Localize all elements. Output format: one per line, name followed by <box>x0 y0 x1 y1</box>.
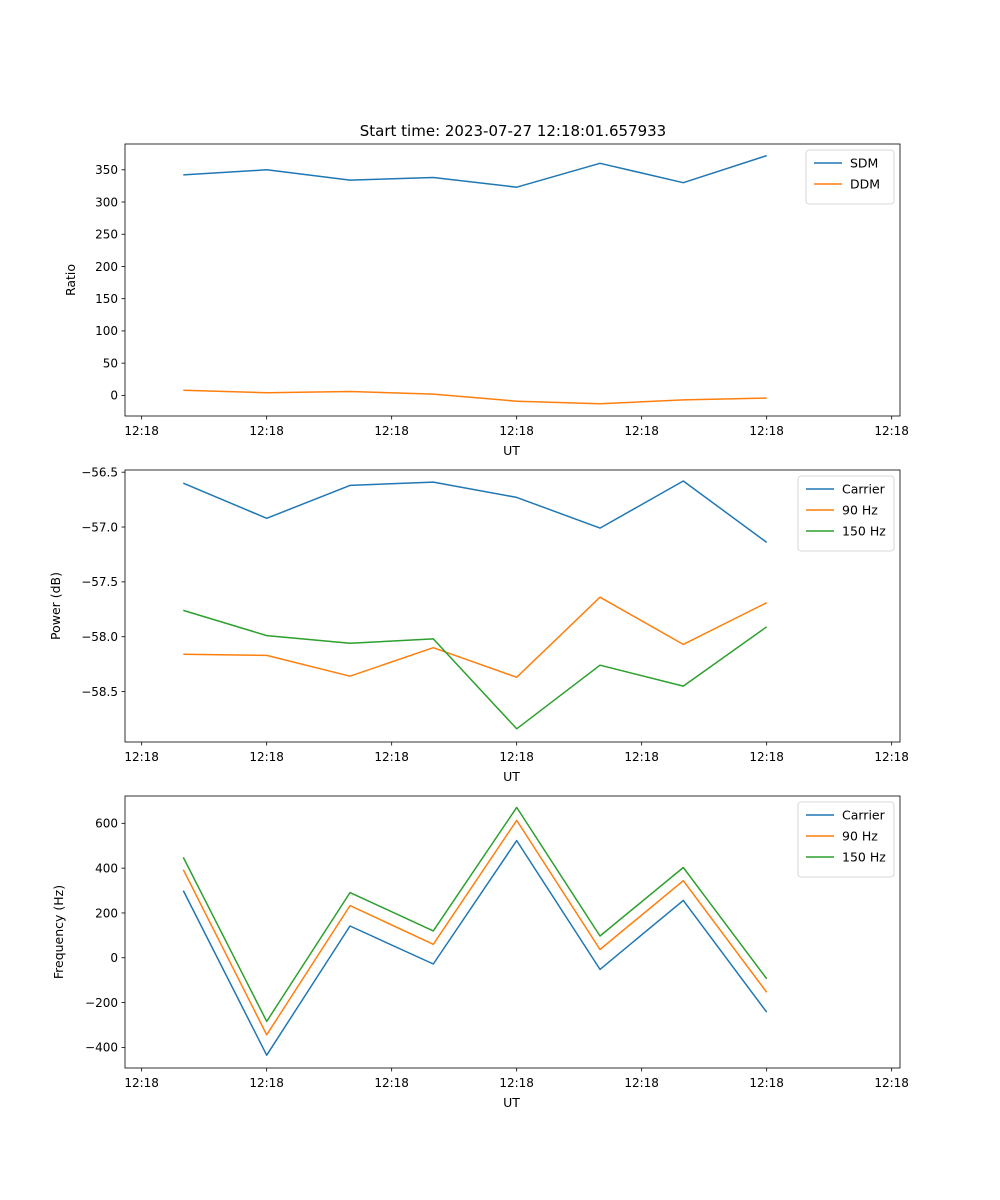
y-tick-label: 350 <box>95 163 118 177</box>
series-line-90-hz <box>182 819 768 1036</box>
chart-1: 12:18 12:18 12:18 12:18 12:18 12:18 12:18 0 50 10… <box>63 143 909 458</box>
y-tick-label: 300 <box>95 195 118 209</box>
x-tick-label: 12:18 <box>624 424 659 438</box>
x-tick-label: 12:18 <box>874 1076 909 1090</box>
legend-box <box>797 801 895 878</box>
x-tick-label: 12:18 <box>124 750 159 764</box>
axes-frame <box>124 143 901 417</box>
y-tick-label: −57.5 <box>81 575 118 589</box>
x-tick-label: 12:18 <box>374 750 409 764</box>
y-tick-label: −400 <box>85 1041 118 1055</box>
x-tick-label: 12:18 <box>124 1076 159 1090</box>
y-tick-label: 100 <box>95 324 118 338</box>
x-tick-label: 12:18 <box>374 1076 409 1090</box>
x-tick-label: 12:18 <box>499 750 534 764</box>
figure-title: Start time: 2023-07-27 12:18:01.657933 <box>360 122 666 140</box>
y-axis-label: Frequency (Hz) <box>51 885 66 979</box>
x-tick-label: 12:18 <box>124 424 159 438</box>
x-tick-label: 12:18 <box>249 1076 284 1090</box>
y-tick-label: 50 <box>103 356 118 370</box>
x-tick-label: 12:18 <box>499 424 534 438</box>
charts-container: 12:18 12:18 12:18 12:18 12:18 12:18 12:18 0 50 10… <box>48 143 909 1110</box>
x-tick-label: 12:18 <box>749 424 784 438</box>
axes-frame <box>124 795 901 1069</box>
x-tick-label: 12:18 <box>249 750 284 764</box>
x-tick-label: 12:18 <box>874 750 909 764</box>
y-tick-label: 600 <box>95 817 118 831</box>
y-axis-label: Power (dB) <box>48 572 63 640</box>
y-tick-label: 200 <box>95 906 118 920</box>
y-tick-label: 250 <box>95 228 118 242</box>
legend-label-sdm: SDM <box>850 156 878 171</box>
y-axis-label: Ratio <box>63 264 78 296</box>
y-tick-label: −58.0 <box>81 630 118 644</box>
legend-label-150-hz: 150 Hz <box>842 524 886 539</box>
x-axis-label: UT <box>503 443 520 458</box>
x-tick-label: 12:18 <box>749 1076 784 1090</box>
legend-label-90-hz: 90 Hz <box>842 503 878 518</box>
legend-box <box>797 475 895 552</box>
series-line-150-hz <box>183 609 768 730</box>
legend-label-carrier: Carrier <box>842 482 886 497</box>
series-line-carrier <box>183 480 768 544</box>
chart-3: 12:18 12:18 12:18 12:18 12:18 12:18 12:18 600 40… <box>51 795 909 1110</box>
y-tick-label: 0 <box>110 951 118 965</box>
legend-label-carrier: Carrier <box>842 808 886 823</box>
legend-label-90-hz: 90 Hz <box>842 829 878 844</box>
series-line-90-hz <box>183 596 768 679</box>
axes-frame <box>124 469 901 743</box>
x-tick-label: 12:18 <box>624 750 659 764</box>
x-axis-label: UT <box>503 769 520 784</box>
y-tick-label: −200 <box>85 996 118 1010</box>
x-tick-label: 12:18 <box>249 424 284 438</box>
x-tick-label: 12:18 <box>624 1076 659 1090</box>
x-axis-label: UT <box>503 1095 520 1110</box>
y-tick-label: −56.5 <box>81 465 118 479</box>
legend-label-150-hz: 150 Hz <box>842 850 886 865</box>
y-tick-label: 0 <box>110 389 118 403</box>
series-line-ddm <box>183 389 767 405</box>
y-tick-label: 400 <box>95 861 118 875</box>
x-tick-label: 12:18 <box>499 1076 534 1090</box>
x-tick-label: 12:18 <box>874 424 909 438</box>
y-tick-label: −58.5 <box>81 685 118 699</box>
y-tick-label: 150 <box>95 292 118 306</box>
series-line-carrier <box>182 839 768 1056</box>
x-tick-label: 12:18 <box>749 750 784 764</box>
y-tick-label: 200 <box>95 260 118 274</box>
series-line-150-hz <box>182 806 768 1023</box>
legend-label-ddm: DDM <box>850 177 880 192</box>
x-tick-label: 12:18 <box>374 424 409 438</box>
series-line-sdm <box>183 154 767 188</box>
y-tick-label: −57.0 <box>81 520 118 534</box>
chart-2: 12:18 12:18 12:18 12:18 12:18 12:18 12:18 −56.5… <box>48 465 909 784</box>
